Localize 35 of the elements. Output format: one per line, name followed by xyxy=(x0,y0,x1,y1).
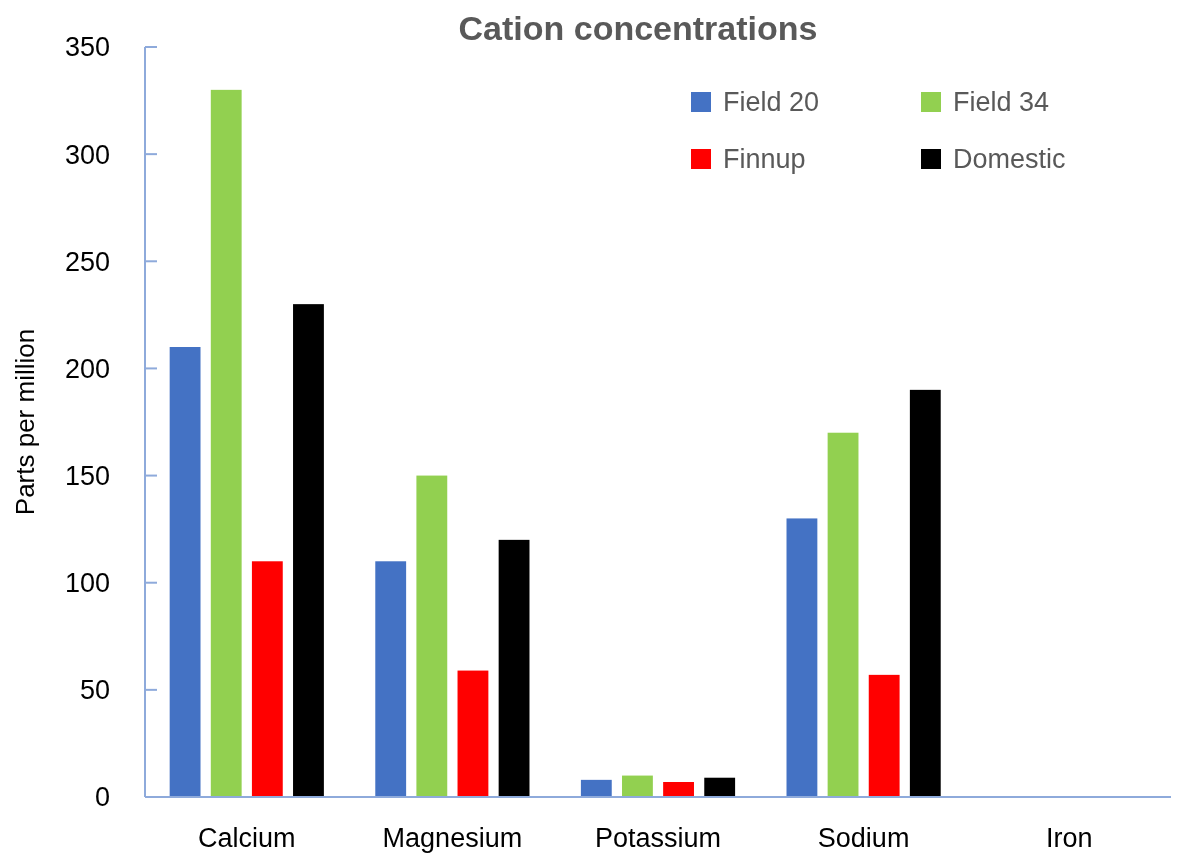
bar xyxy=(293,304,324,797)
bar xyxy=(827,432,859,797)
x-tick-label: Sodium xyxy=(817,823,910,853)
bar xyxy=(210,89,242,797)
legend-label: Finnup xyxy=(723,144,806,175)
bar xyxy=(498,539,530,797)
bar xyxy=(622,775,653,797)
bar xyxy=(375,561,407,797)
bar xyxy=(416,475,448,797)
y-axis-title: Parts per million xyxy=(10,328,40,516)
bar xyxy=(251,561,283,797)
bar xyxy=(580,779,612,797)
legend-label: Field 20 xyxy=(723,87,820,118)
y-tick-label: 150 xyxy=(64,461,110,492)
bar xyxy=(868,674,900,797)
bar xyxy=(786,518,818,797)
legend-label: Field 34 xyxy=(953,87,1050,118)
y-tick-label: 250 xyxy=(64,246,110,277)
y-tick-label: 0 xyxy=(94,782,110,813)
x-tick-label: Iron xyxy=(1045,823,1093,853)
bar xyxy=(169,347,201,797)
y-tick-label: 100 xyxy=(64,568,110,599)
bar xyxy=(704,777,736,797)
bar xyxy=(663,782,694,797)
y-tick-label: 350 xyxy=(64,32,110,63)
y-tick-label: 200 xyxy=(64,353,110,384)
x-tick-label: Magnesium xyxy=(382,823,523,853)
x-tick-label: Calcium xyxy=(198,823,296,853)
chart-title: Cation concentrations xyxy=(458,9,818,47)
y-tick-label: 300 xyxy=(64,139,110,170)
legend-label: Domestic xyxy=(953,144,1066,175)
bar xyxy=(457,670,489,797)
bar xyxy=(909,389,941,797)
x-tick-label: Potassium xyxy=(594,823,722,853)
y-tick-label: 50 xyxy=(79,675,110,706)
